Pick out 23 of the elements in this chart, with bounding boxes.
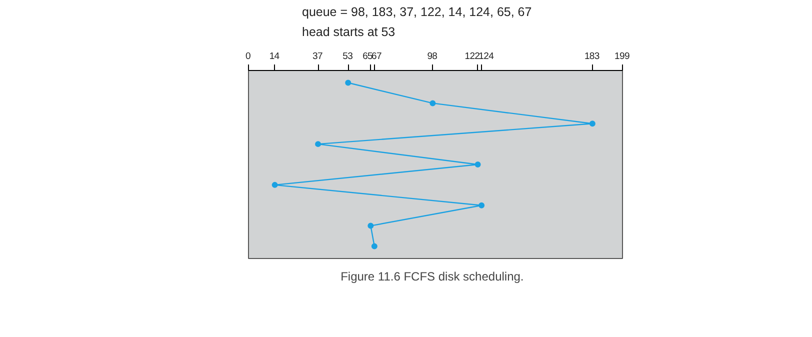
point	[474, 162, 481, 168]
x-tick-label: 122	[464, 50, 480, 64]
point	[315, 141, 322, 148]
x-tick-label: 0	[246, 50, 250, 64]
x-tick-label: 65	[362, 50, 373, 64]
chart-title: queue = 98, 183, 37, 122, 14, 124, 65, 67	[302, 4, 532, 21]
x-tick-label: 53	[342, 50, 353, 64]
point	[272, 182, 278, 188]
point	[345, 80, 352, 86]
x-tick-label: 37	[312, 50, 323, 64]
x-tick-label: 98	[427, 50, 438, 64]
x-tick-label: 124	[478, 50, 494, 64]
point	[430, 100, 436, 106]
caption: Figure 11.6 FCFS disk scheduling.	[340, 270, 524, 284]
point	[368, 222, 374, 229]
chart-subtitle: head starts at 53	[302, 24, 396, 41]
point	[589, 120, 596, 127]
x-tick-label: 67	[372, 50, 382, 64]
x-tick-label: 199	[614, 50, 630, 64]
x-tick-label: 14	[269, 50, 280, 64]
point	[478, 202, 485, 208]
point	[371, 243, 378, 250]
x-tick-label: 183	[584, 50, 600, 64]
